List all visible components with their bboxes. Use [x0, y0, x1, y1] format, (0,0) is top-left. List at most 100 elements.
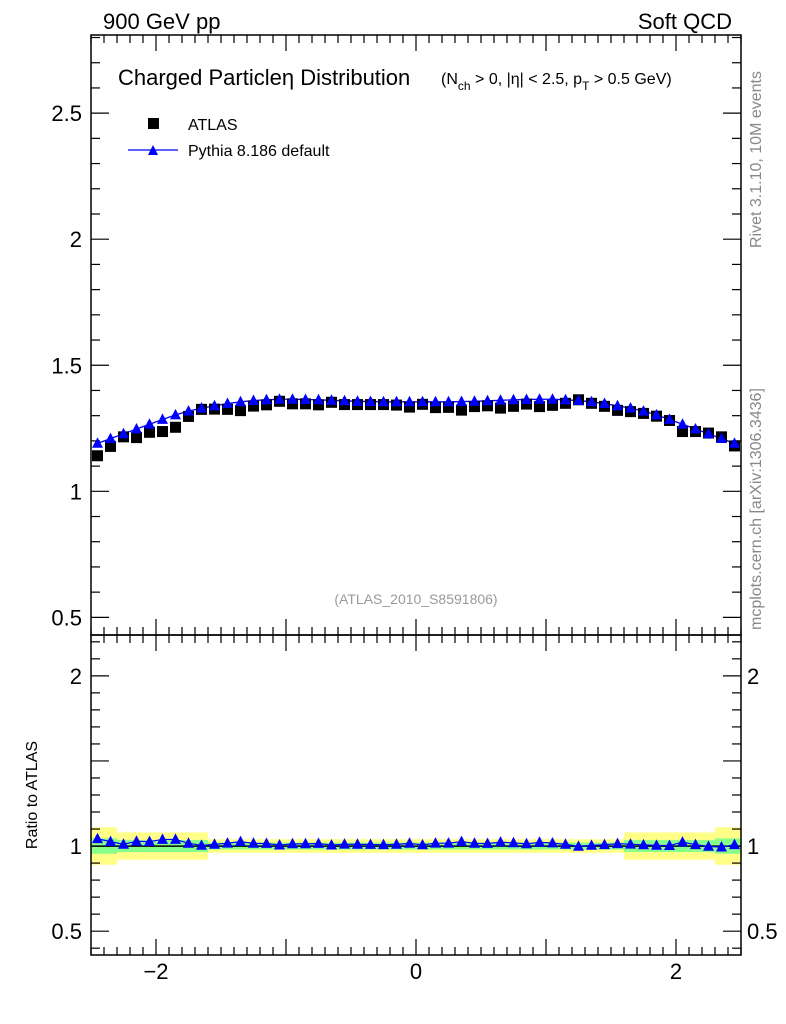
pythia-point: [183, 405, 194, 416]
ratio-point: [508, 836, 519, 848]
ratio-point: [209, 838, 220, 849]
ratio-point: [157, 833, 168, 844]
pythia-point: [664, 413, 675, 424]
pythia-point: [612, 399, 623, 411]
side-label-rivet: Rivet 3.1.10, 10M events: [748, 71, 765, 248]
legend: ATLAS Pythia 8.186 default: [128, 117, 330, 160]
atlas-point: [235, 405, 246, 417]
main-ticks: 0.5 1 1.5 2 2.5: [51, 35, 742, 635]
legend-atlas-marker: [148, 118, 159, 129]
y-tick-label: 2.5: [51, 101, 82, 126]
y-tick-label: 1: [70, 479, 82, 504]
main-points: [92, 393, 740, 462]
ratio-panel: −2 0 2 0.5 0.5 1 1 2 2 Ratio to ATLAS: [24, 634, 778, 984]
pythia-point: [443, 395, 454, 407]
atlas-point: [443, 401, 454, 413]
atlas-point: [612, 404, 623, 416]
pythia-point: [274, 393, 285, 404]
ratio-point: [417, 838, 428, 850]
pythia-point: [495, 394, 506, 405]
x-tick-label: 0: [410, 959, 422, 984]
pythia-point: [534, 393, 545, 404]
pythia-point: [703, 427, 714, 439]
pythia-point: [287, 393, 298, 404]
y-tick-label: 1: [70, 834, 82, 859]
atlas-point: [547, 399, 558, 411]
atlas-point: [313, 399, 324, 411]
ratio-point: [560, 838, 571, 849]
atlas-point: [521, 398, 532, 410]
pythia-point: [300, 393, 311, 404]
ratio-frame: [90, 634, 742, 956]
pythia-point: [144, 418, 155, 429]
ratio-ticks: −2 0 2 0.5 0.5 1 1 2 2: [51, 635, 778, 984]
atlas-point: [469, 401, 480, 413]
ratio-point: [313, 837, 324, 848]
ratio-point: [534, 836, 545, 847]
ratio-point: [391, 838, 402, 849]
ratio-point: [651, 839, 662, 850]
pythia-point: [92, 437, 103, 448]
ratio-point: [144, 835, 155, 847]
ratio-point: [456, 835, 467, 847]
legend-pythia-marker: [148, 145, 158, 155]
pythia-point: [469, 395, 480, 406]
ratio-point: [222, 837, 233, 848]
pythia-point: [729, 437, 740, 448]
pythia-point: [170, 408, 181, 420]
header-left: 900 GeV pp: [103, 9, 220, 34]
atlas-point: [144, 426, 155, 438]
y-tick-label-right: 1: [747, 834, 759, 859]
ratio-point: [404, 837, 415, 848]
y-tick-label: 2: [70, 227, 82, 252]
pythia-point: [586, 395, 597, 407]
atlas-point: [183, 410, 194, 422]
ratio-point: [92, 832, 103, 844]
ratio-point: [573, 840, 584, 851]
side-label-mcplots: mcplots.cern.ch [arXiv:1306.3436]: [748, 388, 765, 630]
pythia-point: [118, 427, 129, 439]
pythia-point: [560, 393, 571, 405]
ratio-point: [170, 833, 181, 844]
ratio-point: [703, 840, 714, 851]
pythia-point: [547, 393, 558, 404]
pythia-point: [651, 408, 662, 420]
x-tick-label: −2: [143, 959, 168, 984]
pythia-point: [508, 393, 519, 405]
analysis-label: (ATLAS_2010_S8591806): [334, 591, 497, 607]
ratio-point: [365, 838, 376, 849]
pythia-point: [313, 393, 324, 405]
ratio-point: [443, 837, 454, 848]
pythia-point: [690, 422, 701, 434]
ratio-point: [638, 838, 649, 850]
ratio-point: [339, 838, 350, 849]
ratio-point: [612, 837, 623, 849]
pythia-point: [404, 395, 415, 407]
pythia-point: [235, 395, 246, 407]
legend-atlas-label: ATLAS: [188, 117, 238, 134]
pythia-point: [391, 395, 402, 407]
atlas-point: [248, 400, 259, 412]
pythia-point: [339, 394, 350, 406]
pythia-point: [365, 395, 376, 406]
pythia-point: [716, 432, 727, 444]
pythia-point: [599, 397, 610, 408]
atlas-point: [131, 432, 142, 444]
ratio-point: [495, 836, 506, 847]
atlas-point: [105, 440, 116, 452]
pythia-point: [196, 402, 207, 413]
pythia-point: [248, 394, 259, 405]
ratio-point: [131, 835, 142, 846]
atlas-point: [287, 398, 298, 410]
ratio-point: [482, 837, 493, 848]
ratio-point: [261, 837, 272, 848]
ratio-points: [92, 832, 740, 852]
y-tick-label: 2: [70, 664, 82, 689]
y-tick-label: 0.5: [51, 919, 82, 944]
y-tick-label: 0.5: [51, 605, 82, 630]
ratio-point: [664, 839, 675, 850]
pythia-point: [625, 402, 636, 413]
legend-pythia-label: Pythia 8.186 default: [188, 143, 330, 160]
pythia-point: [638, 405, 649, 416]
